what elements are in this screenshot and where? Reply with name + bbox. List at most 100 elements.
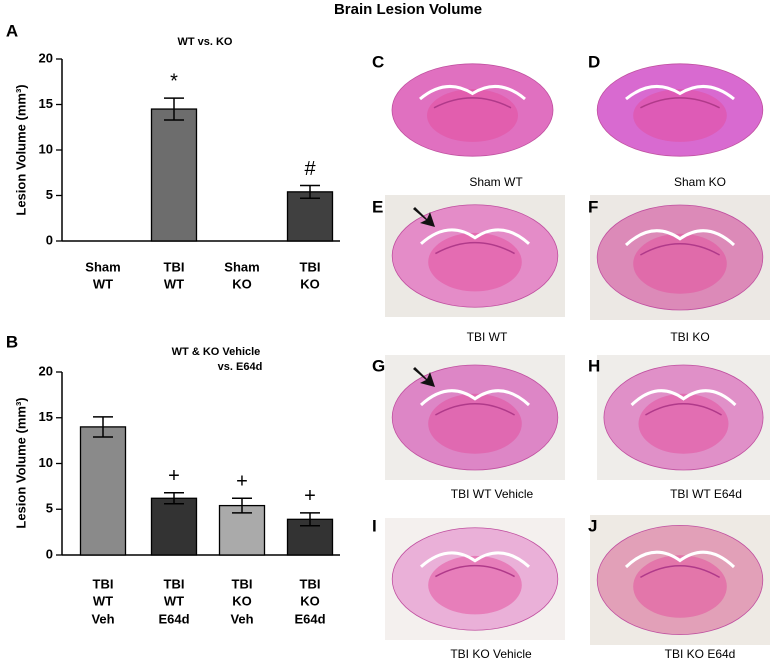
arrow bbox=[413, 207, 435, 227]
image-caption: TBI WT E64d bbox=[670, 487, 742, 501]
x-tick-label: E64d bbox=[158, 611, 189, 626]
ventricle bbox=[624, 550, 736, 569]
hippocampus bbox=[435, 403, 515, 416]
x-tick-label: Sham bbox=[224, 259, 259, 274]
significance-marker: + bbox=[304, 485, 316, 507]
image-caption: TBI KO Vehicle bbox=[450, 647, 532, 661]
error-bar bbox=[164, 492, 184, 505]
brain-inner bbox=[428, 555, 522, 615]
brain-inner bbox=[633, 233, 727, 294]
chart-title: WT & KO Vehicle bbox=[172, 346, 261, 358]
significance-marker: + bbox=[168, 465, 180, 487]
hippocampus bbox=[435, 241, 515, 255]
brain-image bbox=[385, 195, 565, 317]
y-tick-label: 20 bbox=[39, 363, 53, 378]
x-tick-label: KO bbox=[300, 593, 320, 608]
image-caption: TBI KO bbox=[670, 330, 709, 344]
significance-marker: # bbox=[304, 158, 316, 180]
x-tick-label: WT bbox=[93, 276, 113, 291]
error-bar bbox=[300, 184, 320, 199]
y-tick-label: 0 bbox=[46, 546, 53, 561]
error-bar bbox=[93, 416, 113, 438]
y-tick-label: 15 bbox=[39, 96, 53, 111]
y-tick-label: 15 bbox=[39, 409, 53, 424]
chart-title: WT vs. KO bbox=[177, 36, 232, 48]
ventricle bbox=[419, 85, 526, 101]
panel-label: J bbox=[588, 516, 597, 535]
bar bbox=[286, 191, 334, 242]
significance-marker: + bbox=[236, 471, 248, 493]
ventricle bbox=[630, 389, 737, 407]
x-tick-label: TBI bbox=[93, 576, 114, 591]
arrow bbox=[413, 367, 435, 387]
image-caption: Sham KO bbox=[674, 175, 726, 189]
chart-title: vs. E64d bbox=[218, 361, 263, 373]
panel-label: F bbox=[588, 197, 598, 216]
panel-label: B bbox=[6, 332, 18, 351]
brain-inner bbox=[428, 232, 522, 292]
error-bar bbox=[232, 497, 252, 514]
bar bbox=[79, 426, 127, 556]
brain-image bbox=[590, 515, 770, 645]
y-tick-label: 20 bbox=[39, 50, 53, 65]
brain-inner bbox=[427, 89, 518, 142]
x-tick-label: WT bbox=[93, 593, 113, 608]
x-tick-label: WT bbox=[164, 276, 184, 291]
panel-label: A bbox=[6, 21, 18, 40]
bar bbox=[150, 108, 198, 242]
figure-title: Brain Lesion Volume bbox=[334, 1, 482, 18]
y-tick-label: 10 bbox=[39, 141, 53, 156]
hippocampus bbox=[435, 564, 515, 578]
hippocampus bbox=[640, 97, 720, 109]
hippocampus bbox=[640, 243, 720, 256]
y-axis-label: Lesion Volume (mm³) bbox=[13, 84, 28, 215]
brain-inner bbox=[638, 393, 729, 454]
hippocampus bbox=[433, 97, 512, 109]
panel-label: E bbox=[372, 197, 383, 216]
x-tick-label: WT bbox=[164, 593, 184, 608]
panel-label: D bbox=[588, 52, 600, 71]
brain-image bbox=[597, 355, 770, 480]
x-tick-label: Veh bbox=[91, 611, 114, 626]
image-caption: TBI WT bbox=[467, 330, 508, 344]
brain-inner bbox=[633, 555, 727, 618]
panel-label: H bbox=[588, 356, 600, 375]
significance-marker: * bbox=[170, 70, 178, 92]
x-tick-label: Sham bbox=[85, 259, 120, 274]
x-tick-label: TBI bbox=[164, 259, 185, 274]
x-tick-label: TBI bbox=[300, 259, 321, 274]
y-axis-label: Lesion Volume (mm³) bbox=[13, 397, 28, 528]
x-tick-label: KO bbox=[232, 593, 252, 608]
x-tick-label: KO bbox=[300, 276, 320, 291]
brain-image bbox=[385, 355, 565, 480]
ventricle bbox=[419, 228, 531, 245]
error-bar bbox=[300, 512, 320, 527]
hippocampus bbox=[645, 403, 722, 416]
image-caption: Sham WT bbox=[469, 175, 523, 189]
image-caption: TBI KO E64d bbox=[665, 647, 736, 661]
panel-label: C bbox=[372, 52, 384, 71]
y-tick-label: 10 bbox=[39, 455, 53, 470]
brain-image bbox=[391, 63, 554, 157]
hippocampus bbox=[640, 564, 720, 579]
x-tick-label: TBI bbox=[232, 576, 253, 591]
y-tick-label: 5 bbox=[46, 501, 53, 516]
brain-image bbox=[385, 518, 565, 640]
x-tick-label: E64d bbox=[294, 611, 325, 626]
panel-label: I bbox=[372, 516, 377, 535]
ventricle bbox=[624, 229, 736, 247]
brain-image bbox=[596, 63, 764, 157]
ventricle bbox=[419, 551, 531, 568]
brain-inner bbox=[633, 89, 727, 142]
brain-inner bbox=[428, 393, 522, 454]
bar bbox=[218, 504, 266, 556]
image-caption: TBI WT Vehicle bbox=[451, 487, 534, 501]
panel-label: G bbox=[372, 356, 385, 375]
x-tick-label: Veh bbox=[230, 611, 253, 626]
ventricle bbox=[625, 85, 735, 101]
brain-image bbox=[590, 195, 770, 320]
x-tick-label: TBI bbox=[300, 576, 321, 591]
error-bar bbox=[164, 97, 184, 121]
